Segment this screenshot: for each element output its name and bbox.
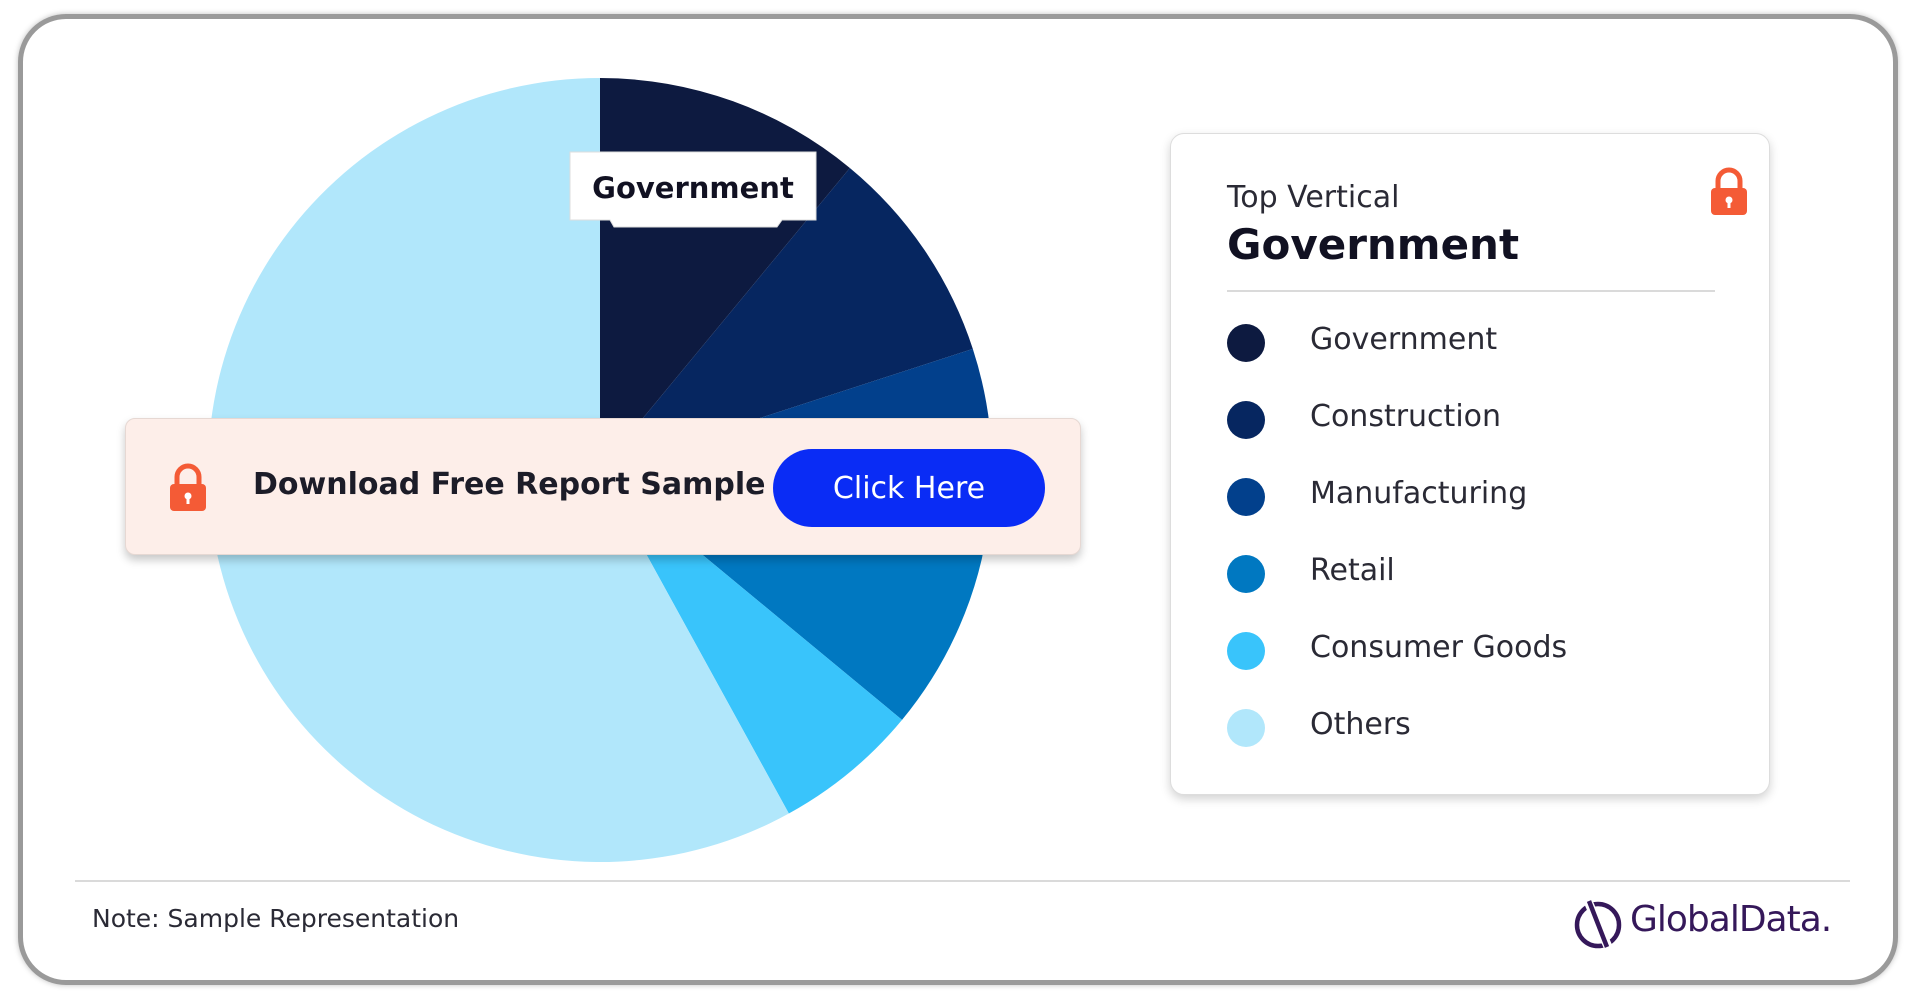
- download-banner: Download Free Report Sample Click Here: [125, 418, 1081, 555]
- legend-swatch: [1227, 478, 1265, 516]
- legend-panel: Top Vertical Government Government Const…: [1170, 133, 1770, 795]
- highlight-tag: Government: [569, 151, 817, 228]
- footnote: Note: Sample Representation: [92, 904, 460, 933]
- legend-item: Others: [1227, 689, 1707, 766]
- lock-icon: [1711, 167, 1747, 215]
- legend-item: Consumer Goods: [1227, 612, 1707, 689]
- legend-divider: [1227, 290, 1715, 292]
- legend-swatch: [1227, 324, 1265, 362]
- legend-caption: Top Vertical: [1227, 180, 1400, 215]
- legend-label: Government: [1310, 322, 1498, 357]
- pie-chart: Government: [207, 78, 992, 863]
- globaldata-logo-icon: [1574, 897, 1622, 951]
- legend-swatch: [1227, 401, 1265, 439]
- highlight-tag-label: Government: [592, 171, 794, 205]
- lock-icon: [170, 463, 206, 511]
- legend-label: Construction: [1310, 399, 1502, 434]
- footer-divider: [75, 880, 1850, 882]
- legend-label: Manufacturing: [1310, 476, 1528, 511]
- legend-list: Government Construction Manufacturing Re…: [1227, 304, 1707, 766]
- legend-item: Manufacturing: [1227, 458, 1707, 535]
- brand-name: GlobalData.: [1630, 899, 1832, 940]
- legend-label: Retail: [1310, 553, 1395, 588]
- globaldata-logo: GlobalData.: [1572, 893, 1852, 953]
- legend-item: Construction: [1227, 381, 1707, 458]
- pie-slice-construction: [600, 167, 973, 470]
- banner-text: Download Free Report Sample: [253, 467, 766, 502]
- legend-swatch: [1227, 632, 1265, 670]
- legend-label: Consumer Goods: [1310, 630, 1568, 665]
- legend-top-value: Government: [1227, 220, 1520, 269]
- pie-slice-consumer-goods: [600, 470, 903, 814]
- legend-item: Retail: [1227, 535, 1707, 612]
- legend-label: Others: [1310, 707, 1411, 742]
- legend-item: Government: [1227, 304, 1707, 381]
- legend-swatch: [1227, 555, 1265, 593]
- click-here-button[interactable]: Click Here: [773, 449, 1045, 527]
- legend-swatch: [1227, 709, 1265, 747]
